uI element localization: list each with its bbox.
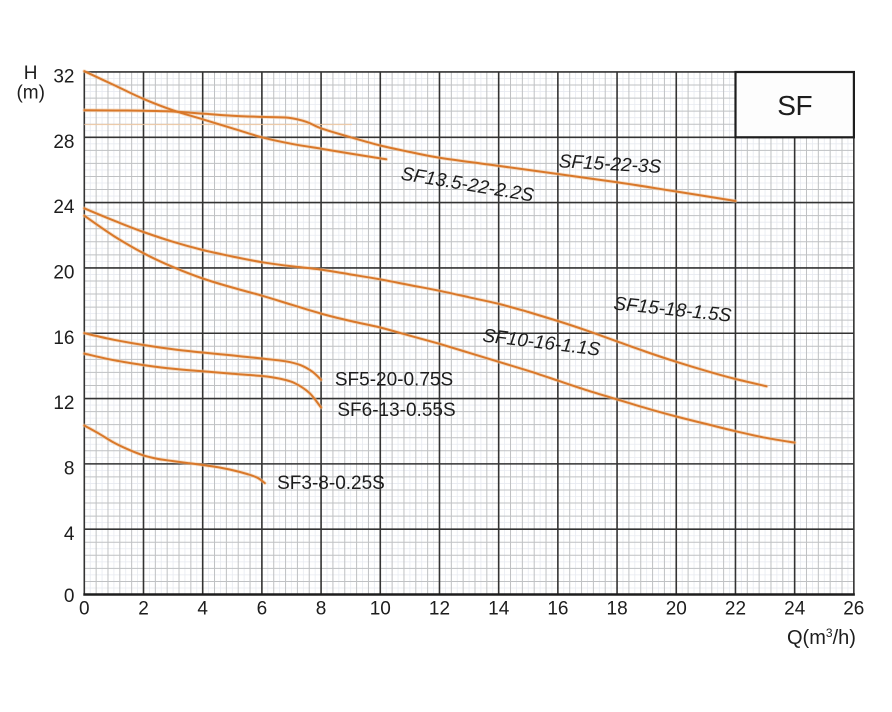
svg-text:SF5-20-0.75S: SF5-20-0.75S <box>335 370 453 391</box>
svg-text:8: 8 <box>316 599 327 620</box>
svg-text:14: 14 <box>488 599 510 620</box>
svg-text:SF6-13-0.55S: SF6-13-0.55S <box>337 400 455 421</box>
svg-text:26: 26 <box>843 599 864 620</box>
svg-text:16: 16 <box>53 328 74 349</box>
svg-text:18: 18 <box>607 599 628 620</box>
svg-text:0: 0 <box>64 586 75 607</box>
svg-text:SF: SF <box>777 90 812 121</box>
svg-text:28: 28 <box>53 132 74 153</box>
svg-text:32: 32 <box>53 67 74 88</box>
svg-text:12: 12 <box>53 393 74 414</box>
svg-text:0: 0 <box>79 599 90 620</box>
svg-text:12: 12 <box>429 599 450 620</box>
svg-text:24: 24 <box>784 599 806 620</box>
svg-text:10: 10 <box>370 599 391 620</box>
svg-text:SF3-8-0.25S: SF3-8-0.25S <box>277 473 385 494</box>
svg-text:2: 2 <box>138 599 149 620</box>
svg-text:20: 20 <box>666 599 687 620</box>
svg-text:6: 6 <box>257 599 268 620</box>
svg-text:4: 4 <box>64 524 75 545</box>
svg-text:(m): (m) <box>16 83 44 104</box>
svg-text:H: H <box>24 63 38 84</box>
svg-text:8: 8 <box>64 459 75 480</box>
svg-text:24: 24 <box>53 197 75 218</box>
svg-text:20: 20 <box>53 263 74 284</box>
svg-text:16: 16 <box>547 599 568 620</box>
svg-text:Q(m3/h): Q(m3/h) <box>787 626 856 649</box>
svg-text:22: 22 <box>725 599 746 620</box>
svg-text:4: 4 <box>197 599 208 620</box>
